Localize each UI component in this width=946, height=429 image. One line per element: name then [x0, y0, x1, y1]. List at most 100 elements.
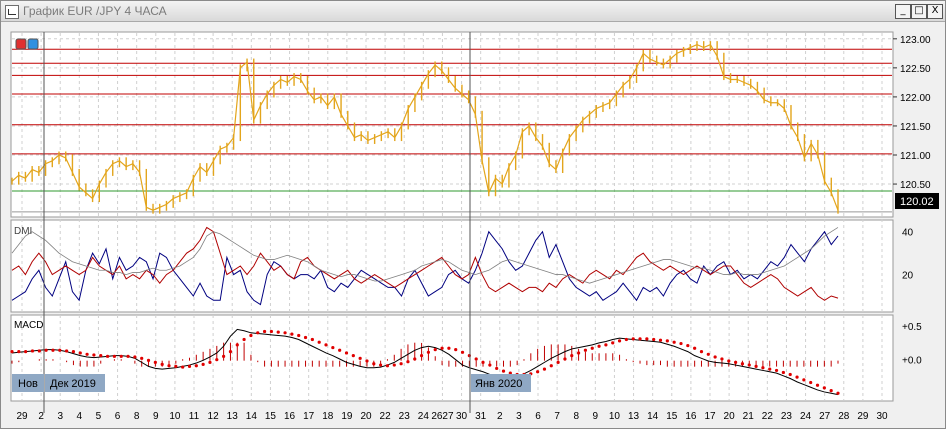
macd-signal-dot	[365, 359, 369, 363]
macd-signal-dot	[283, 331, 287, 335]
macd-signal-dot	[645, 337, 649, 341]
macd-y-label: +0.0	[902, 356, 922, 367]
macd-signal-dot	[570, 354, 574, 358]
macd-signal-dot	[611, 341, 615, 345]
x-tick-label: 22	[380, 411, 392, 422]
macd-signal-dot	[624, 337, 628, 342]
price-y-label: 120.50	[900, 180, 931, 191]
macd-signal-dot	[829, 388, 833, 393]
macd-title: MACD	[14, 320, 43, 331]
macd-signal-dot	[795, 375, 799, 379]
dmi-plus-line	[11, 230, 839, 306]
macd-signal-dot	[734, 360, 738, 364]
x-tick-label: 23	[399, 411, 411, 422]
window-title: График EUR /JPY 4 ЧАСА	[23, 4, 167, 18]
macd-signal-dot	[310, 337, 314, 342]
macd-signal-dot	[809, 380, 813, 385]
maximize-button[interactable]: □	[911, 4, 927, 19]
macd-signal-dot	[652, 337, 656, 342]
x-tick-label: 30	[456, 411, 468, 422]
macd-signal-dot	[235, 343, 239, 347]
macd-signal-dot	[256, 331, 260, 335]
macd-signal-dot	[222, 354, 226, 358]
macd-signal-dot	[358, 356, 362, 360]
macd-signal-dot	[672, 340, 676, 344]
macd-signal-dot	[720, 357, 724, 361]
period-label-jan-bg	[471, 374, 531, 392]
x-tick-label: 3	[516, 411, 522, 422]
macd-signal-dot	[105, 354, 110, 358]
blue-square-icon[interactable]	[27, 38, 39, 50]
macd-signal-dot	[658, 338, 663, 342]
x-tick-label: 22	[762, 411, 774, 422]
macd-signal-dot	[112, 354, 116, 358]
macd-signal-dot	[276, 330, 280, 334]
macd-signal-dot	[638, 337, 642, 341]
macd-signal-dot	[679, 341, 683, 346]
macd-signal-dot	[262, 329, 267, 334]
macd-signal-dot	[495, 366, 499, 371]
macd-signal-dot	[399, 362, 403, 366]
macd-signal-dot	[153, 360, 157, 364]
macd-signal-dot	[815, 383, 820, 387]
price-line	[11, 43, 839, 211]
title-bar[interactable]: График EUR /JPY 4 ЧАСА _ □ X	[1, 1, 945, 22]
macd-signal-dot	[71, 350, 76, 354]
x-tick-label: 31	[475, 411, 487, 422]
macd-signal-dot	[249, 333, 253, 338]
x-tick-label: 29	[857, 411, 869, 422]
macd-signal-dot	[406, 360, 410, 364]
close-button[interactable]: X	[927, 4, 943, 19]
macd-signal-dot	[699, 350, 704, 354]
dmi-y-label: 40	[902, 228, 914, 239]
macd-signal-dot	[37, 349, 41, 353]
x-tick-label: 14	[647, 411, 659, 422]
macd-signal-dot	[802, 378, 806, 382]
x-tick-label: 2	[497, 411, 503, 422]
x-tick-label: 5	[96, 411, 102, 422]
macd-signal-dot	[576, 351, 581, 355]
macd-line	[11, 328, 839, 396]
chart-canvas[interactable]: 123.00 122.50 122.00 121.50 121.00 120.50 40 20…	[2, 22, 944, 427]
price-levels	[12, 48, 892, 213]
macd-signal-dot	[297, 333, 301, 338]
x-tick-label: 7	[554, 411, 560, 422]
macd-signal-dot	[344, 351, 349, 355]
macd-signal-dot	[290, 332, 294, 336]
macd-signal-dot	[324, 343, 328, 347]
red-square-icon[interactable]	[15, 38, 27, 50]
macd-signal-dot	[631, 337, 635, 341]
macd-signal-dot	[51, 348, 55, 352]
macd-signal-dot	[590, 346, 594, 350]
x-tick-label: 23	[781, 411, 793, 422]
macd-signal-dot	[99, 354, 103, 358]
macd-signal-dot	[474, 357, 478, 361]
macd-signal-dot	[693, 346, 697, 350]
macd-signal-dot	[17, 350, 21, 354]
macd-signal-dot	[536, 370, 540, 374]
macd-signal-dot	[126, 354, 130, 358]
chart-color-icons[interactable]	[15, 38, 39, 50]
macd-signal-dot	[242, 337, 246, 342]
period-label-nov-bg	[12, 374, 44, 392]
x-tick-label: 20	[724, 411, 736, 422]
x-tick-label: 16	[685, 411, 697, 422]
x-tick-label: 21	[743, 411, 755, 422]
x-tick-label: 18	[322, 411, 334, 422]
macd-signal-dot	[508, 371, 512, 375]
minimize-button[interactable]: _	[895, 4, 911, 19]
macd-signal-dot	[208, 360, 212, 364]
macd-signal-dot	[563, 357, 567, 361]
period-label-nov: Нов	[18, 378, 38, 390]
macd-signal-dot	[665, 339, 669, 343]
x-tick-label: 15	[666, 411, 678, 422]
macd-signal-dot	[30, 349, 35, 353]
x-tick-label: 13	[628, 411, 640, 422]
current-price-badge	[895, 193, 939, 209]
macd-signal-dot	[460, 350, 465, 354]
macd-signal-dot	[836, 391, 840, 395]
x-tick-label: 8	[134, 411, 140, 422]
macd-signal-dot	[447, 346, 451, 350]
macd-signal-dot	[372, 362, 376, 366]
macd-series	[10, 328, 840, 396]
